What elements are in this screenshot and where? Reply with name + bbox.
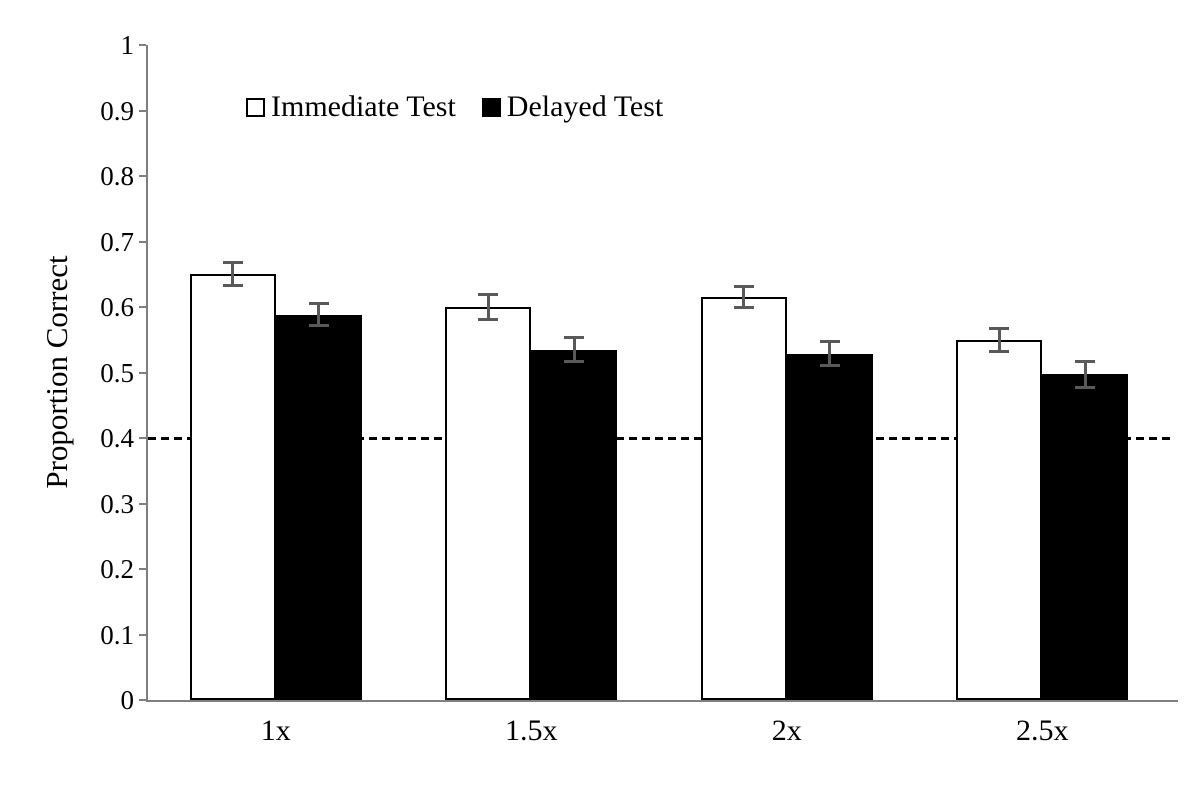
bar-delayed-test-1x <box>275 314 362 700</box>
error-bar-immediate-test-2-5x-bottom-cap <box>989 349 1010 353</box>
bar-immediate-test-2-5x <box>956 339 1043 700</box>
y-tick-label-0.1: 0.1 <box>100 619 134 650</box>
error-bar-immediate-test-1x-bottom-cap <box>222 284 243 288</box>
y-axis-line <box>146 45 148 702</box>
x-category-label-2-5x: 2.5x <box>1016 714 1069 747</box>
y-tick-0.2 <box>139 568 146 570</box>
error-bar-delayed-test-2x-bottom-cap <box>819 364 840 368</box>
error-bar-immediate-test-1-5x <box>478 292 499 322</box>
y-tick-0.8 <box>139 175 146 177</box>
y-tick-label-0.2: 0.2 <box>100 554 134 584</box>
legend-marker-delayed-icon <box>481 97 501 117</box>
y-tick-label-0.7: 0.7 <box>100 226 134 257</box>
y-tick-label-0.6: 0.6 <box>100 292 134 322</box>
error-bar-immediate-test-1x <box>222 261 243 288</box>
error-bar-delayed-test-1-5x <box>564 336 585 363</box>
y-tick-0.4 <box>139 437 146 439</box>
x-category-label-1-5x: 1.5x <box>505 714 558 747</box>
error-bar-delayed-test-1x-line <box>317 302 321 328</box>
y-tick-label-1: 1 <box>120 30 135 60</box>
error-bar-delayed-test-1-5x-line <box>572 336 576 363</box>
error-bar-immediate-test-2-5x-line <box>997 326 1001 353</box>
error-bar-delayed-test-1x-bottom-cap <box>308 324 329 328</box>
error-bar-immediate-test-2x-line <box>742 285 746 309</box>
y-tick-0.7 <box>139 240 146 243</box>
y-tick-label-0.4: 0.4 <box>100 423 134 453</box>
y-tick-0.6 <box>139 306 146 308</box>
error-bar-immediate-test-2x-bottom-cap <box>733 305 754 309</box>
bar-immediate-test-1x <box>189 274 276 700</box>
bar-delayed-test-2-5x <box>1042 374 1129 700</box>
y-tick-label-0.3: 0.3 <box>100 488 134 519</box>
y-tick-1 <box>139 44 146 46</box>
bar-immediate-test-2x <box>700 297 787 700</box>
error-bar-immediate-test-1-5x-bottom-cap <box>478 318 499 322</box>
y-tick-0.5 <box>139 371 146 374</box>
bar-delayed-test-2x <box>786 353 873 700</box>
legend-label-immediate-test: Immediate Test <box>271 90 456 123</box>
y-tick-label-0.9: 0.9 <box>100 95 134 126</box>
error-bar-delayed-test-1x <box>308 302 329 328</box>
legend: Immediate Test Delayed Test <box>246 92 663 122</box>
error-bar-delayed-test-2-5x-bottom-cap <box>1075 385 1096 389</box>
legend-item-delayed-test: Delayed Test <box>481 90 664 123</box>
y-tick-0 <box>139 699 146 701</box>
legend-marker-immediate-icon <box>246 97 265 117</box>
y-tick-label-0.8: 0.8 <box>100 161 134 191</box>
x-category-label-2x: 2x <box>771 714 802 747</box>
reference-line <box>148 437 1170 440</box>
error-bar-delayed-test-2-5x <box>1075 360 1096 389</box>
error-bar-immediate-test-1-5x-line <box>486 292 490 322</box>
error-bar-delayed-test-2x <box>819 339 840 368</box>
y-tick-label-0.5: 0.5 <box>100 357 134 388</box>
x-axis-line <box>146 700 1178 702</box>
error-bar-immediate-test-2x <box>733 285 754 309</box>
error-bar-immediate-test-2-5x <box>989 326 1010 353</box>
y-tick-0.9 <box>139 109 146 112</box>
error-bar-immediate-test-1x-line <box>231 261 235 288</box>
y-tick-0.3 <box>139 502 146 505</box>
legend-item-immediate-test: Immediate Test <box>246 92 456 122</box>
bar-delayed-test-1-5x <box>531 349 618 700</box>
error-bar-delayed-test-2-5x-line <box>1083 360 1087 389</box>
error-bar-delayed-test-1-5x-bottom-cap <box>564 359 585 363</box>
y-tick-label-0: 0 <box>120 685 135 715</box>
y-tick-0.1 <box>139 633 146 636</box>
legend-label-delayed-test: Delayed Test <box>506 90 664 123</box>
x-category-label-1x: 1x <box>260 714 291 747</box>
bar-immediate-test-1-5x <box>445 307 532 700</box>
error-bar-delayed-test-2x-line <box>828 339 832 368</box>
